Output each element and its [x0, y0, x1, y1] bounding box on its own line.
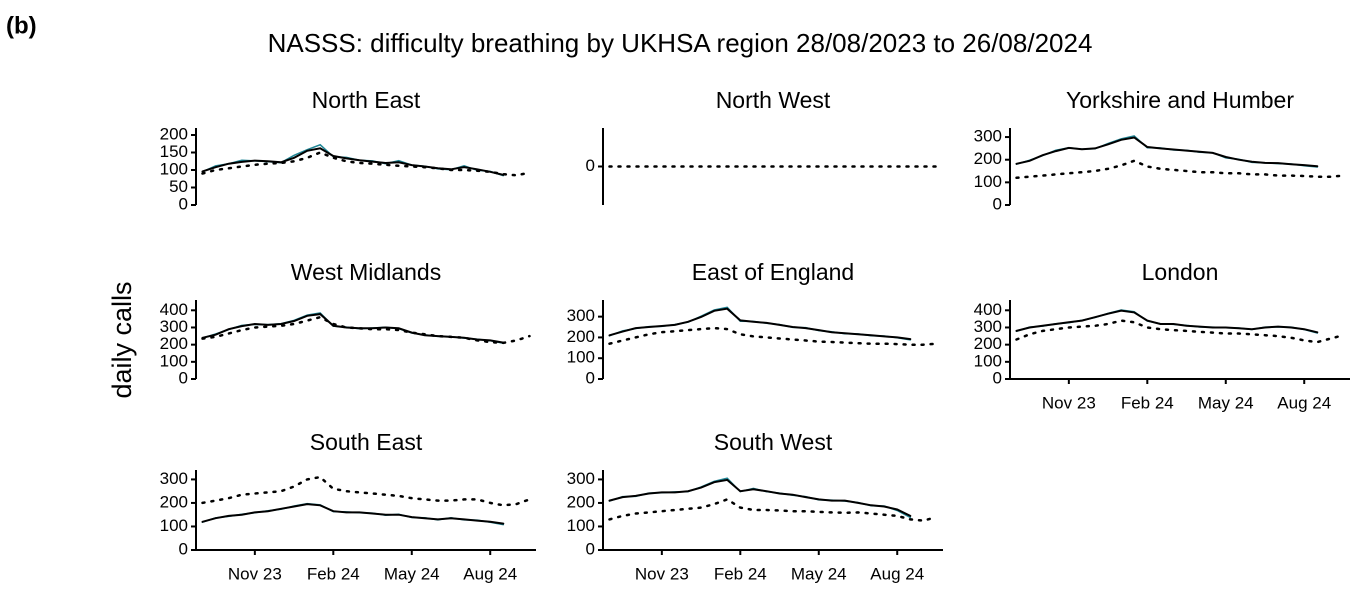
x-tick-label: Aug 24 — [870, 564, 924, 583]
y-tick-label: 300 — [974, 127, 1002, 146]
baseline-line — [1015, 319, 1345, 344]
y-tick-label: 200 — [974, 334, 1002, 353]
panel-title: South West — [714, 429, 833, 455]
y-tick-label: 150 — [160, 142, 188, 161]
x-tick-label: Nov 23 — [635, 564, 689, 583]
x-tick-label: Nov 23 — [1042, 393, 1096, 412]
y-tick-label: 100 — [567, 348, 595, 367]
y-tick-label: 300 — [567, 306, 595, 325]
y-tick-label: 400 — [160, 300, 188, 319]
y-tick-label: 0 — [179, 368, 188, 387]
x-tick-label: Nov 23 — [228, 564, 282, 583]
panel-title: West Midlands — [291, 259, 441, 285]
y-tick-label: 300 — [974, 317, 1002, 336]
baseline-line — [608, 498, 938, 522]
y-tick-label: 200 — [567, 492, 595, 511]
y-tick-label: 0 — [586, 539, 595, 558]
series-line — [1015, 136, 1319, 168]
y-tick-label: 0 — [993, 194, 1002, 213]
series-line — [1015, 309, 1319, 334]
panel-title: Yorkshire and Humber — [1066, 87, 1294, 113]
series-line — [608, 307, 912, 341]
panel-title: London — [1142, 259, 1219, 285]
y-tick-label: 200 — [974, 149, 1002, 168]
y-tick-label: 400 — [974, 300, 1002, 319]
x-tick-label: Feb 24 — [1121, 393, 1174, 412]
panel-title: North East — [312, 87, 421, 113]
y-tick-label: 0 — [179, 539, 188, 558]
y-tick-label: 300 — [567, 469, 595, 488]
y-tick-label: 100 — [160, 351, 188, 370]
series-line — [201, 147, 505, 176]
y-tick-label: 200 — [160, 492, 188, 511]
y-tick-label: 200 — [567, 327, 595, 346]
y-tick-label: 50 — [169, 177, 188, 196]
figure-title: NASSS: difficulty breathing by UKHSA reg… — [268, 28, 1093, 58]
x-tick-label: Feb 24 — [714, 564, 767, 583]
y-tick-label: 100 — [974, 351, 1002, 370]
baseline-line — [201, 475, 531, 507]
x-tick-label: Aug 24 — [1277, 393, 1331, 412]
baseline-line — [201, 151, 531, 177]
y-tick-label: 0 — [586, 368, 595, 387]
baseline-line — [608, 326, 938, 346]
panel-title: North West — [716, 87, 831, 113]
panel-title: East of England — [692, 259, 854, 285]
y-tick-label: 200 — [160, 124, 188, 143]
y-tick-label: 100 — [974, 172, 1002, 191]
x-tick-label: May 24 — [384, 564, 440, 583]
y-tick-label: 0 — [993, 368, 1002, 387]
y-tick-label: 0 — [179, 194, 188, 213]
y-tick-label: 300 — [160, 469, 188, 488]
x-tick-label: Aug 24 — [463, 564, 517, 583]
y-tick-label: 300 — [160, 317, 188, 336]
baseline-line — [201, 315, 531, 345]
baseline-line — [1015, 159, 1345, 180]
y-tick-label: 100 — [160, 516, 188, 535]
y-tick-label: 100 — [160, 159, 188, 178]
x-tick-label: Feb 24 — [307, 564, 360, 583]
y-tick-label: 100 — [567, 516, 595, 535]
series-line — [201, 503, 505, 525]
panel-title: South East — [310, 429, 423, 455]
y-tick-label: 200 — [160, 334, 188, 353]
y-axis-label: daily calls — [107, 281, 137, 398]
y-tick-label: 0 — [586, 156, 595, 175]
panel-label: (b) — [6, 12, 37, 39]
series-line — [608, 478, 912, 517]
x-tick-label: May 24 — [1198, 393, 1254, 412]
x-tick-label: May 24 — [791, 564, 847, 583]
